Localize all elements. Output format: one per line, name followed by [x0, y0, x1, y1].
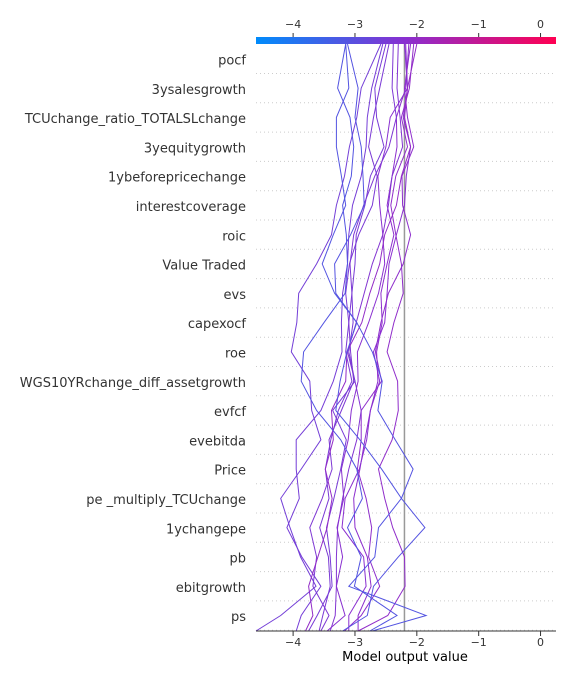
feature-label: 3yequitygrowth [144, 141, 246, 156]
feature-label: ebitgrowth [176, 581, 246, 596]
bottom-tick-label: −3 [347, 636, 363, 649]
feature-label: pb [229, 552, 246, 567]
decision-line [308, 43, 387, 632]
feature-label: Price [214, 464, 246, 479]
feature-label: 1ybeforepricechange [108, 171, 246, 186]
feature-label: evfcf [214, 405, 246, 420]
feature-labels: pocf 3ysalesgrowth TCUchange_ratio_TOTALSL… [20, 54, 247, 626]
bottom-axis: −4 −3 −2 −1 0 [285, 631, 544, 649]
feature-label: roe [225, 347, 246, 362]
decision-line [326, 43, 409, 632]
x-axis-title: Model output value [342, 650, 468, 665]
top-tick-label: −4 [285, 18, 301, 31]
decision-line [255, 43, 382, 632]
bottom-tick-label: −2 [409, 636, 425, 649]
bottom-tick-label: 0 [537, 636, 544, 649]
feature-label: pe _multiply_TCUchange [86, 493, 246, 508]
top-tick-label: −3 [347, 18, 363, 31]
feature-label: WGS10YRchange_diff_assetgrowth [20, 376, 246, 391]
top-tick-label: −1 [471, 18, 487, 31]
decision-line [318, 43, 390, 632]
decision-line [300, 43, 398, 632]
decision-line [329, 43, 404, 632]
bottom-tick-label: −4 [285, 636, 301, 649]
colorbar [256, 37, 556, 44]
feature-label: 3ysalesgrowth [152, 83, 246, 98]
decision-lines [255, 43, 428, 632]
feature-label: evs [224, 288, 247, 303]
decision-line [321, 43, 428, 632]
feature-label: evebitda [189, 434, 246, 449]
feature-label: capexocf [188, 317, 247, 332]
feature-label: Value Traded [162, 259, 246, 274]
feature-label: pocf [218, 54, 246, 69]
feature-label: interestcoverage [136, 200, 246, 215]
top-axis: −4 −3 −2 −1 0 [256, 18, 556, 39]
feature-label: TCUchange_ratio_TOTALSLchange [24, 112, 246, 127]
feature-label: ps [231, 610, 246, 625]
feature-label: 1ychangepe [166, 522, 246, 537]
decision-line [353, 43, 410, 631]
decision-line [309, 43, 397, 632]
decision-line [344, 43, 415, 632]
feature-gridlines [256, 73, 556, 631]
decision-line [334, 43, 426, 632]
bottom-tick-label: −1 [471, 636, 487, 649]
decision-line [357, 43, 415, 632]
feature-label: roic [222, 229, 246, 244]
top-tick-label: 0 [537, 18, 544, 31]
top-tick-label: −2 [409, 18, 425, 31]
